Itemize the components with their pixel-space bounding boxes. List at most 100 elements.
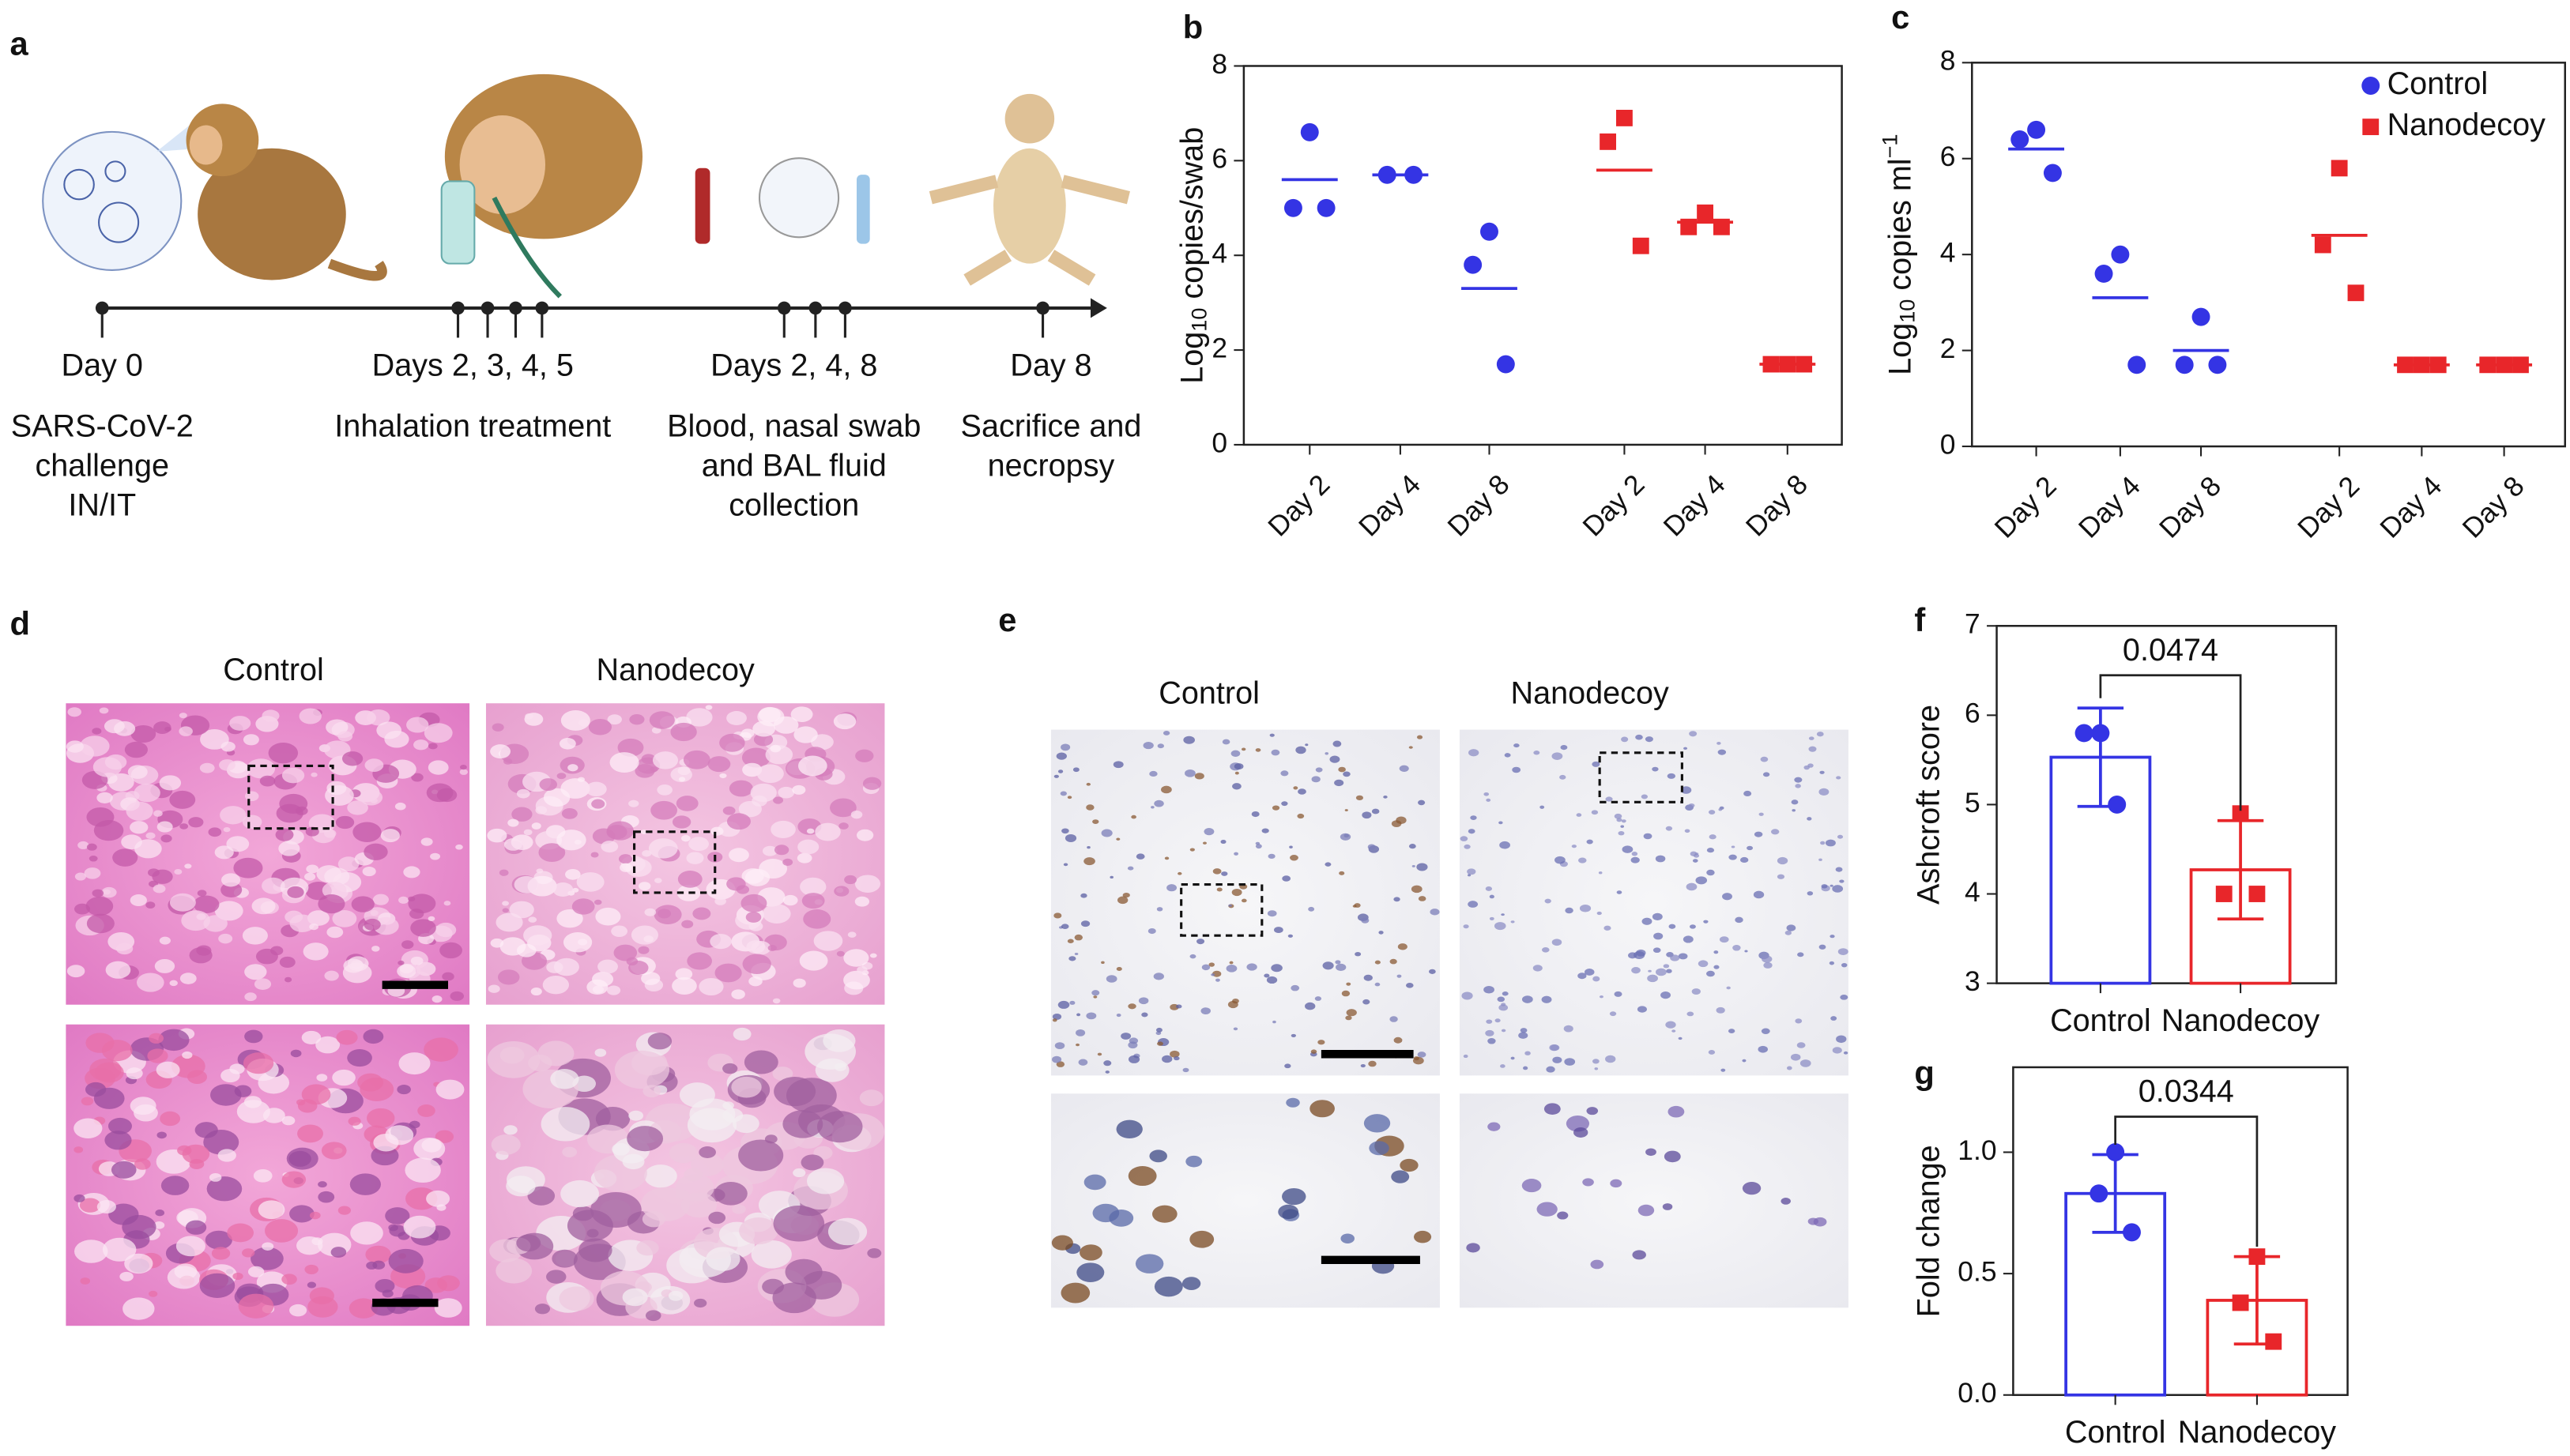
tissue-detail (710, 826, 724, 836)
tissue-detail (96, 792, 113, 803)
tissue-detail (601, 841, 619, 853)
tissue-detail (672, 815, 691, 829)
tissue-detail (1189, 954, 1196, 959)
y-tick-label: 4 (1212, 238, 1227, 269)
tissue-detail (247, 758, 276, 779)
tissue-detail (122, 1297, 155, 1320)
tissue-detail (307, 1296, 338, 1318)
tissue-detail (1293, 786, 1298, 790)
tissue-detail (254, 978, 272, 990)
tissue-detail (1110, 875, 1114, 879)
tissue-detail (1157, 1041, 1163, 1046)
tissue-detail (688, 837, 710, 852)
tissue-detail (1485, 886, 1493, 891)
tissue-detail (739, 1217, 778, 1245)
tissue-detail (126, 801, 153, 821)
tissue-detail (1622, 845, 1634, 853)
micrograph (1459, 729, 1848, 1076)
tissue-detail (1430, 909, 1440, 916)
tissue-detail (1486, 1019, 1493, 1024)
tissue-detail (321, 1142, 347, 1160)
tissue-detail (647, 1033, 673, 1050)
tissue-detail (1499, 841, 1510, 849)
tissue-detail (1747, 845, 1754, 851)
x-tick-label: Day 4 (1657, 468, 1732, 543)
tissue-detail (1083, 1174, 1106, 1191)
tissue-detail (289, 1304, 307, 1317)
tissue-detail (1728, 854, 1737, 860)
tissue-detail (1706, 848, 1715, 853)
tissue-detail (1706, 970, 1715, 977)
tissue-detail (1222, 739, 1230, 745)
y-tick-label: 4 (1940, 237, 1956, 269)
tissue-detail (197, 890, 207, 897)
tissue-detail (410, 956, 424, 965)
y-axis-label: Log10 copies ml−1 (1877, 134, 1920, 375)
tissue-detail (686, 708, 713, 727)
tissue-detail (84, 867, 101, 879)
tissue-detail (762, 845, 778, 856)
tissue-detail (774, 845, 789, 856)
tissue-detail (130, 1097, 156, 1116)
tissue-detail (1211, 973, 1215, 976)
tissue-detail (443, 901, 451, 906)
tissue-detail (1653, 932, 1664, 940)
tissue-detail (244, 1029, 263, 1044)
tissue-detail (375, 1279, 395, 1293)
tissue-detail (782, 1110, 823, 1138)
tissue-detail (1598, 871, 1603, 875)
tissue-detail (1596, 911, 1602, 916)
tissue-detail (1716, 742, 1721, 745)
tissue-detail (1271, 964, 1283, 973)
tissue-detail (1086, 1012, 1097, 1020)
tissue-detail (1267, 910, 1277, 917)
tissue-detail (670, 766, 692, 783)
tissue-detail (1523, 1066, 1528, 1070)
tissue-detail (122, 1214, 156, 1240)
tissue-detail (1086, 782, 1091, 786)
tissue-detail (541, 1107, 590, 1142)
tissue-detail (1272, 805, 1280, 811)
tissue-detail (287, 886, 304, 898)
tissue-detail (1065, 833, 1077, 842)
tissue-detail (86, 843, 97, 851)
timeline (102, 298, 1107, 318)
tissue-detail (827, 1217, 868, 1246)
data-point (2090, 1184, 2108, 1203)
tissue-detail (1808, 736, 1814, 740)
tissue-detail (1735, 916, 1743, 924)
tissue-detail (1645, 736, 1653, 743)
y-axis-label-part: 10 (1895, 299, 1920, 323)
tissue-detail (220, 882, 243, 898)
p-value: 0.0474 (2123, 633, 2218, 668)
tissue-detail (649, 711, 675, 729)
timeline-dot (95, 301, 109, 315)
tissue-detail (1518, 1032, 1528, 1039)
tissue-detail (93, 820, 124, 841)
tissue-detail (847, 931, 857, 938)
tissue-detail (546, 961, 563, 973)
tissue-detail (588, 719, 612, 736)
tissue-detail (199, 1273, 236, 1298)
data-point (2248, 1248, 2266, 1266)
tissue-detail (174, 868, 183, 875)
tissue-detail (363, 1029, 384, 1044)
micrograph (1050, 1093, 1440, 1308)
tissue-detail (1072, 767, 1080, 773)
tissue-detail (499, 869, 509, 876)
tissue-detail (1340, 1233, 1355, 1243)
tissue-detail (1732, 945, 1741, 951)
tissue-detail (1231, 888, 1242, 897)
tissue-detail (290, 1049, 302, 1058)
panel-label: g (1914, 1054, 1934, 1091)
tissue-detail (770, 744, 782, 753)
tissue-detail (1665, 1021, 1676, 1029)
tissue-detail (1781, 1198, 1791, 1205)
tissue-detail (751, 1240, 792, 1269)
tissue-detail (1268, 853, 1276, 860)
tissue-detail (1821, 884, 1828, 889)
tissue-detail (1693, 853, 1700, 858)
x-tick-label: Day 4 (1352, 468, 1426, 543)
tissue-detail (318, 894, 345, 914)
tissue-detail (275, 828, 294, 841)
